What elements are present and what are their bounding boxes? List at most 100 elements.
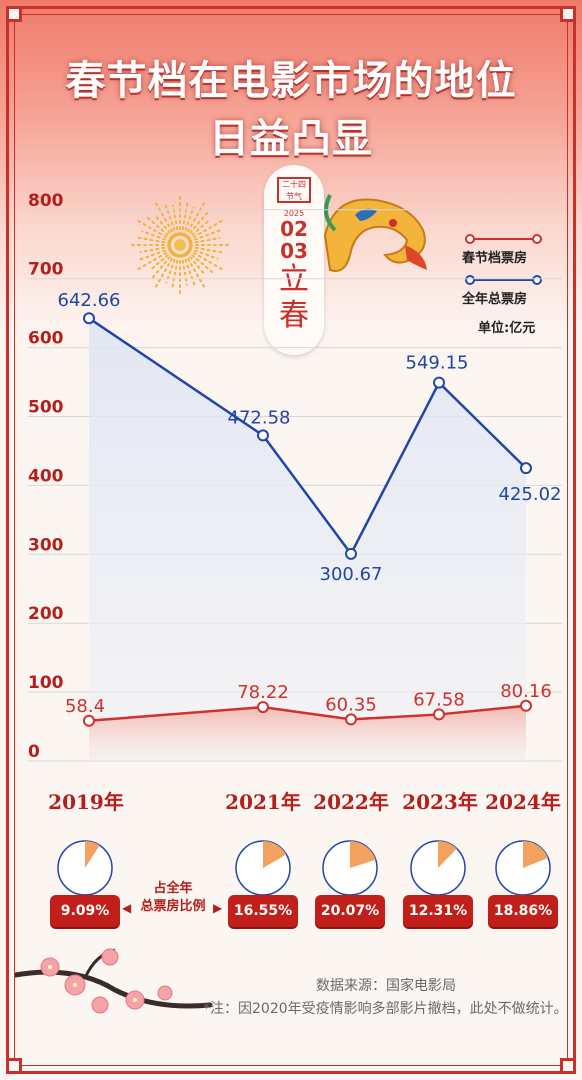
data-label: 300.67 <box>320 564 383 585</box>
solar-term-stamp: 二十四节气 <box>277 177 311 203</box>
badge-term-chun: 春 <box>279 298 309 333</box>
share-pie <box>410 840 466 896</box>
data-label: 425.02 <box>499 484 562 505</box>
unit-label: 单位:亿元 <box>478 321 536 336</box>
firework-ray <box>171 253 180 292</box>
firework-ray <box>153 198 176 238</box>
firework-ray <box>135 247 172 262</box>
data-label: 67.58 <box>413 689 465 710</box>
data-label: 642.66 <box>58 290 121 311</box>
page-title-line2: 日益凸显 <box>209 116 373 162</box>
data-point <box>520 699 532 712</box>
y-tick-label: 700 <box>28 260 64 280</box>
share-value-badge: 20.07% <box>315 895 385 927</box>
y-tick-label: 100 <box>28 673 64 693</box>
corner-ornament <box>560 1058 576 1074</box>
share-pie <box>495 840 551 896</box>
legend-spring-swatch <box>470 238 540 240</box>
badge-term-li: 立 <box>279 262 309 297</box>
share-caption-line1: 占全年 <box>153 881 193 896</box>
x-tick-label: 2021年 <box>225 790 301 814</box>
box-office-line-chart: 0 100 200 300 400 500 600 700 800 642.66 472.58 30… <box>28 191 562 762</box>
share-value-badge: 12.31% <box>403 895 473 927</box>
firework-icon <box>127 192 233 298</box>
y-tick-label: 200 <box>28 604 64 624</box>
series-area <box>89 705 526 761</box>
firework-ray <box>153 252 176 292</box>
share-pie <box>57 840 113 896</box>
firework-ray <box>133 236 172 245</box>
data-point <box>83 714 95 727</box>
legend-total-dot <box>532 275 542 285</box>
data-label: 549.15 <box>406 353 469 374</box>
dragon-icon <box>323 194 427 272</box>
share-value-badge: 16.55% <box>228 895 298 927</box>
plum-blossom-icon <box>15 948 213 1014</box>
firework-ray <box>188 247 219 260</box>
firework-ray <box>163 200 178 237</box>
data-point <box>257 429 269 442</box>
badge-month: 02 <box>280 217 308 241</box>
legend-total-label: 全年总票房 <box>462 292 528 307</box>
data-label: 80.16 <box>500 681 552 702</box>
share-caption: 占全年 总票房比例 <box>123 880 223 916</box>
firework-ray <box>188 237 221 245</box>
legend-total-swatch <box>470 279 540 281</box>
data-point <box>345 547 357 560</box>
firework-ray <box>188 228 225 243</box>
share-value-badge: 9.09% <box>50 895 120 927</box>
data-source: 数据来源：国家电影局 <box>316 978 456 994</box>
y-tick-label: 400 <box>28 466 64 486</box>
solar-term-badge: 二十四节气 2025 02 03 立 春 <box>264 165 324 355</box>
firework-ray <box>187 218 227 241</box>
firework-ray <box>149 251 175 282</box>
data-point <box>83 312 95 325</box>
legend-spring-dot <box>465 234 475 244</box>
share-pie-slice <box>438 841 457 868</box>
footnote: *注：因2020年受疫情影响多部影片撤档，此处不做统计。 <box>203 1001 568 1017</box>
legend-spring-dot <box>532 234 542 244</box>
data-label: 472.58 <box>228 407 291 428</box>
share-pie-slice <box>85 841 100 868</box>
x-tick-label: 2023年 <box>402 790 478 814</box>
firework-ray <box>133 218 173 241</box>
series-area <box>89 318 526 761</box>
firework-ray <box>185 208 211 239</box>
firework-ray <box>180 198 189 237</box>
firework-ray <box>172 204 180 237</box>
firework-ray <box>139 245 172 253</box>
share-value-badge: 18.86% <box>488 895 558 927</box>
data-point <box>257 701 269 714</box>
data-label: 58.4 <box>65 696 105 717</box>
share-caption-line2: 总票房比例 <box>140 899 206 914</box>
share-pie-slice <box>350 841 376 868</box>
y-tick-label: 300 <box>28 535 64 555</box>
firework-ray <box>153 213 175 239</box>
legend-total-dot <box>465 275 475 285</box>
x-tick-label: 2022年 <box>313 790 389 814</box>
data-point <box>345 713 357 726</box>
corner-ornament <box>560 6 576 22</box>
y-tick-label: 600 <box>28 329 64 349</box>
firework-ray <box>182 206 195 237</box>
firework-ray <box>165 253 178 284</box>
share-pie-slice <box>263 841 287 868</box>
firework-ray <box>143 214 174 240</box>
y-tick-label: 0 <box>28 742 40 762</box>
share-pie <box>322 840 378 896</box>
page-title-line1: 春节档在电影市场的地位 <box>65 58 517 104</box>
firework-ray <box>141 230 172 243</box>
data-point <box>520 462 532 475</box>
data-label: 60.35 <box>325 694 377 715</box>
y-tick-label: 800 <box>28 191 64 211</box>
caret-left-icon: ◀ <box>122 901 132 915</box>
firework-ray <box>187 249 227 272</box>
firework-ray <box>133 249 173 272</box>
firework-ray <box>180 253 188 286</box>
share-pie-slice <box>523 841 549 868</box>
x-tick-label: 2019年 <box>48 790 124 814</box>
firework-ray <box>184 252 207 292</box>
data-point <box>433 376 445 389</box>
corner-ornament <box>6 1058 22 1074</box>
